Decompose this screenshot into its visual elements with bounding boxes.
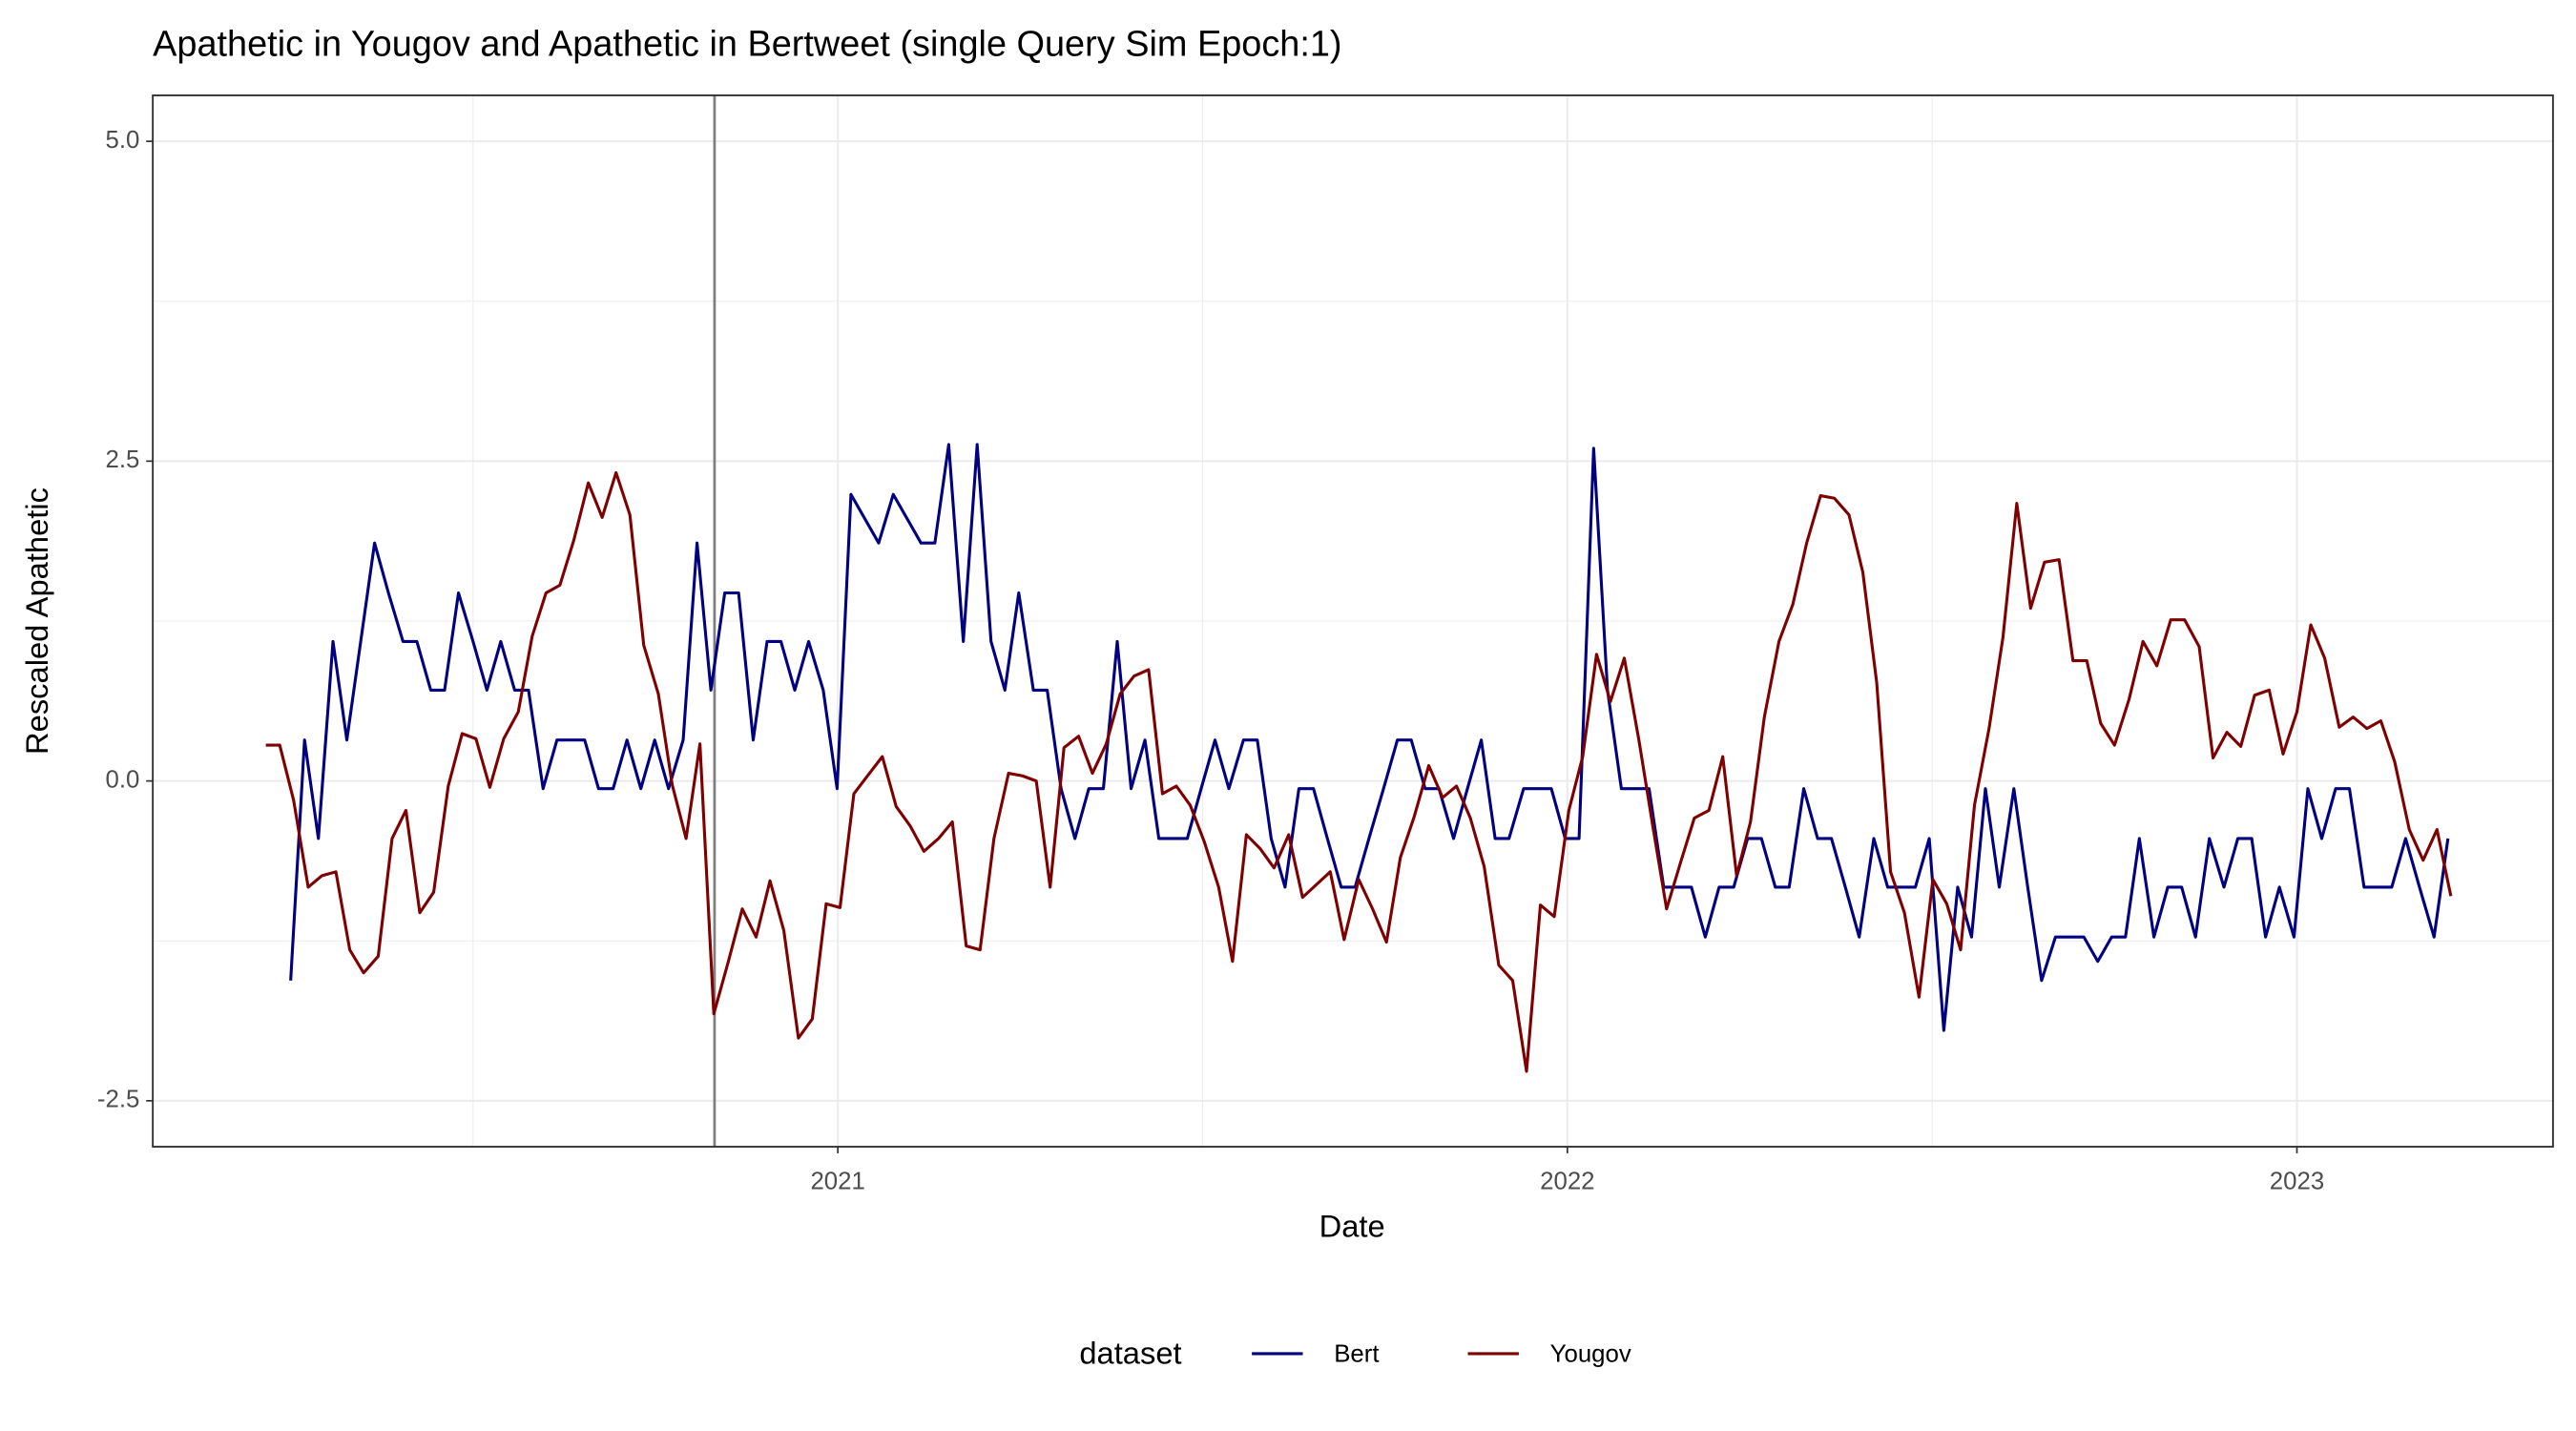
x-axis-title: Date — [1319, 1209, 1385, 1244]
panel-border — [152, 94, 2554, 1148]
x-tick-label: 2023 — [2270, 1169, 2324, 1195]
y-tick-label: 5.0 — [105, 127, 139, 154]
legend-label: Bert — [1334, 1341, 1379, 1368]
y-tick-label: -2.5 — [97, 1087, 139, 1113]
series-line — [265, 470, 2453, 1073]
y-tick-label: 0.0 — [105, 766, 139, 793]
chart-title: Apathetic in Yougov and Apathetic in Ber… — [153, 24, 1341, 64]
legend-label: Yougov — [1550, 1341, 1631, 1368]
series-line — [289, 443, 2450, 1032]
x-tick-label: 2021 — [810, 1169, 864, 1195]
legend-title: dataset — [1079, 1335, 1181, 1370]
x-tick-label: 2022 — [1540, 1169, 1594, 1195]
y-tick-label: 2.5 — [105, 446, 139, 473]
y-axis-title: Rescaled Apathetic — [19, 487, 54, 755]
